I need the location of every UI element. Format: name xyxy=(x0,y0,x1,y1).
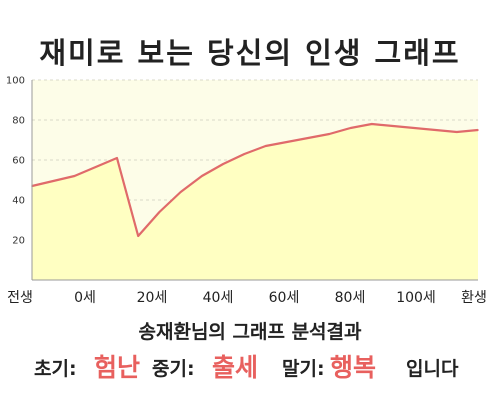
mid-label: 중기: xyxy=(152,358,195,380)
data-point xyxy=(413,127,416,129)
x-tick-label: 60세 xyxy=(269,290,300,306)
data-point xyxy=(286,141,288,143)
mid-value: 출세 xyxy=(212,353,259,382)
series-line xyxy=(31,122,479,238)
late-value: 행복 xyxy=(330,353,377,382)
data-point xyxy=(73,175,76,177)
x-tick-label: 전생 xyxy=(7,290,33,306)
data-point xyxy=(243,153,246,155)
y-tick-label: 20 xyxy=(12,236,25,247)
data-point xyxy=(222,163,224,165)
x-tick-label: 100세 xyxy=(396,290,436,306)
data-point xyxy=(179,191,182,193)
x-tick-label: 80세 xyxy=(335,290,366,306)
data-point xyxy=(137,235,139,237)
data-point xyxy=(455,131,458,133)
data-point xyxy=(116,157,118,159)
y-tick-label: 80 xyxy=(12,116,25,127)
data-point xyxy=(477,129,479,131)
data-point xyxy=(328,133,331,135)
data-point xyxy=(201,175,203,177)
analysis-summary: 송재환님의 그래프 분석결과 xyxy=(138,321,362,343)
x-tick-label: 20세 xyxy=(137,290,168,306)
result-ending: 입니다 xyxy=(406,358,459,380)
data-point xyxy=(371,123,373,125)
early-value: 험난 xyxy=(94,353,141,382)
y-tick-label: 100 xyxy=(6,76,25,87)
x-tick-label: 0세 xyxy=(74,290,96,306)
data-point xyxy=(264,145,267,147)
data-point xyxy=(158,211,161,213)
data-point xyxy=(349,127,352,129)
data-point xyxy=(392,125,394,127)
x-tick-label: 환생 xyxy=(461,290,487,306)
analysis-result: 초기: 험난 중기: 출세 말기: 행복 입니다 xyxy=(0,344,500,384)
y-tick-label: 60 xyxy=(12,156,25,167)
early-label: 초기: xyxy=(34,358,77,380)
late-label: 말기: xyxy=(282,358,325,380)
x-tick-label: 40세 xyxy=(203,290,234,306)
data-point xyxy=(307,137,309,139)
data-point xyxy=(434,129,437,131)
y-tick-label: 40 xyxy=(12,196,25,207)
area-fill xyxy=(32,124,478,280)
chart-title: 재미로 보는 당신의 인생 그래프 xyxy=(39,36,461,70)
